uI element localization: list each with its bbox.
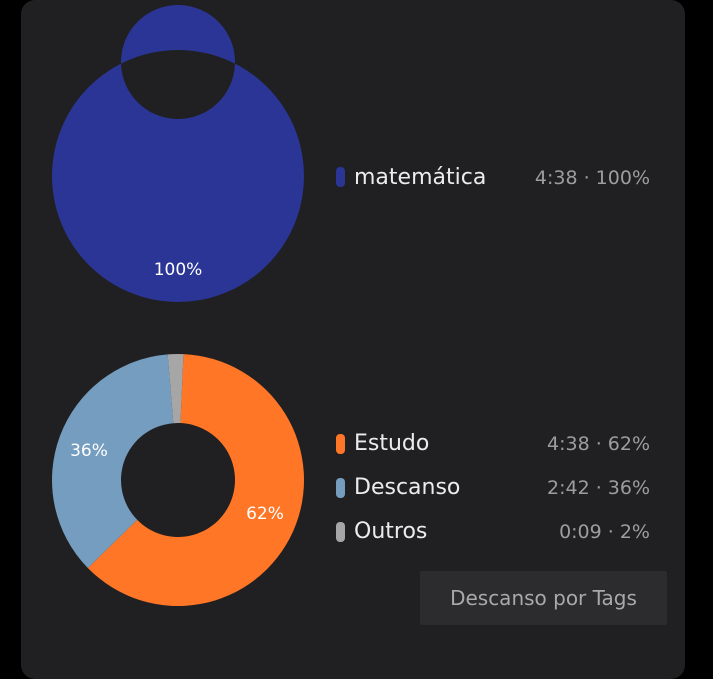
legend-swatch-matematica (336, 167, 345, 187)
donut-slice-descanso (51, 354, 174, 569)
donut-slice-matematica (51, 4, 304, 302)
legend-swatch-descanso (336, 478, 345, 498)
legend-value-estudo: 4:38 · 62% (546, 433, 650, 455)
slice-label-estudo: 62% (246, 504, 284, 524)
legend-label-descanso: Descanso (354, 475, 461, 500)
legend-swatch-estudo (336, 434, 345, 454)
legend-label-estudo: Estudo (354, 431, 430, 456)
slice-label-matematica: 100% (154, 260, 203, 280)
legend-swatch-outros (336, 522, 345, 542)
slice-label-descanso: 36% (70, 441, 108, 461)
legend-value-outros: 0:09 · 2% (559, 521, 650, 543)
legend-label-matematica: matemática (354, 165, 487, 190)
descanso-por-tags-button[interactable]: Descanso por Tags (420, 571, 667, 625)
legend-value-matematica: 4:38 · 100% (534, 167, 650, 189)
donut-slice-estudo (87, 354, 304, 606)
legend-value-descanso: 2:42 · 36% (546, 477, 650, 499)
donut-slice-outros (167, 354, 184, 424)
legend-label-outros: Outros (354, 519, 428, 544)
